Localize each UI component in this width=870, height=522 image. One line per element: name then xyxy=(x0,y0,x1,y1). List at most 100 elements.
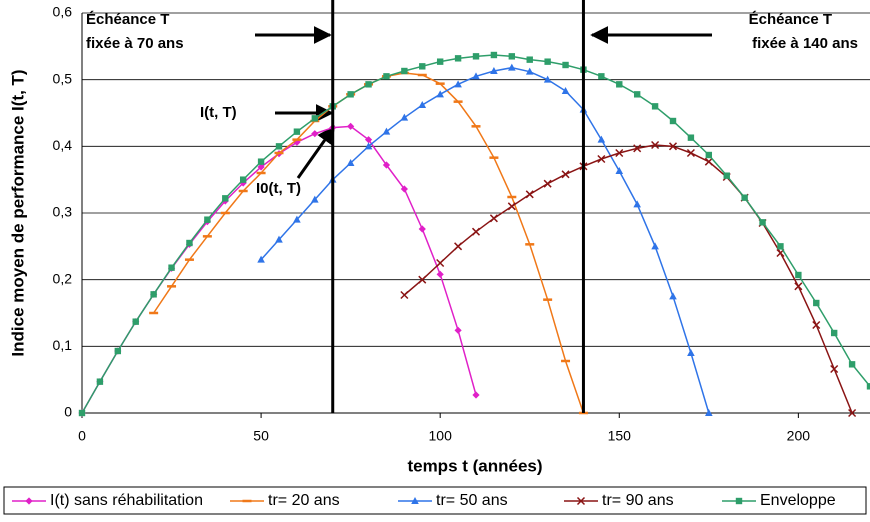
point xyxy=(598,73,605,80)
point xyxy=(222,195,229,202)
point xyxy=(275,235,283,243)
point xyxy=(150,291,157,298)
legend-marker xyxy=(576,496,586,506)
y-axis-label: Indice moyen de performance I(t, T) xyxy=(8,69,27,356)
point xyxy=(668,142,678,151)
point xyxy=(382,127,391,135)
x-tick-label: 100 xyxy=(429,428,453,444)
annotation: I0(t, T) xyxy=(256,180,301,197)
point xyxy=(687,134,695,141)
point xyxy=(615,148,624,158)
point xyxy=(615,167,624,174)
point xyxy=(454,242,463,251)
point xyxy=(597,135,606,143)
point xyxy=(795,271,802,279)
point xyxy=(507,202,516,211)
point xyxy=(186,239,193,247)
point xyxy=(311,195,319,203)
point xyxy=(669,292,677,300)
point xyxy=(293,215,301,223)
y-tick-label: 0,4 xyxy=(53,137,73,153)
point xyxy=(813,299,820,307)
point xyxy=(471,227,481,236)
point xyxy=(311,130,319,138)
point xyxy=(777,243,784,250)
point xyxy=(400,290,409,300)
legend-label: Enveloppe xyxy=(760,492,836,509)
point xyxy=(454,55,462,62)
x-tick-label: 0 xyxy=(78,428,86,444)
y-tick-label: 0,6 xyxy=(53,4,73,20)
point xyxy=(812,320,821,330)
x-axis-label: temps t (années) xyxy=(407,456,542,475)
annotation: Échéance T xyxy=(749,11,832,28)
point xyxy=(686,148,695,158)
point xyxy=(293,128,301,135)
point xyxy=(561,87,570,94)
y-tick-label: 0,5 xyxy=(53,70,73,86)
point xyxy=(830,364,839,374)
point xyxy=(651,242,659,250)
point xyxy=(436,58,444,65)
point xyxy=(544,58,551,65)
point xyxy=(633,144,642,153)
point xyxy=(525,67,534,75)
point xyxy=(848,408,857,418)
point xyxy=(346,159,355,166)
point xyxy=(705,151,713,159)
point xyxy=(526,56,533,63)
point xyxy=(597,154,606,164)
legend-marker xyxy=(411,497,419,504)
point xyxy=(400,185,408,193)
point xyxy=(759,219,766,226)
arrow xyxy=(296,125,336,179)
point xyxy=(543,75,552,83)
legend-label: tr= 90 ans xyxy=(602,492,674,509)
point xyxy=(651,103,659,110)
series-line xyxy=(403,144,853,414)
point xyxy=(490,51,498,59)
point xyxy=(508,63,516,71)
point xyxy=(418,275,427,284)
x-tick-label: 200 xyxy=(787,428,811,444)
annotation: fixée à 70 ans xyxy=(86,35,184,52)
point xyxy=(383,73,390,80)
point xyxy=(454,326,462,334)
legend-label: tr= 50 ans xyxy=(436,492,508,509)
point xyxy=(382,161,391,169)
point xyxy=(472,53,480,60)
series-line xyxy=(260,66,710,414)
point xyxy=(490,67,498,74)
x-tick-label: 50 xyxy=(253,428,269,444)
point xyxy=(257,255,265,263)
point xyxy=(364,142,373,150)
point xyxy=(364,136,373,144)
point xyxy=(418,225,426,233)
point xyxy=(114,347,122,355)
point xyxy=(78,409,86,417)
point xyxy=(204,216,211,223)
point xyxy=(633,200,641,208)
series-line xyxy=(81,125,477,414)
point xyxy=(275,143,283,150)
point xyxy=(419,63,426,70)
point xyxy=(293,138,301,146)
point xyxy=(365,81,372,88)
point xyxy=(96,378,104,385)
point xyxy=(705,409,713,416)
y-tick-label: 0,1 xyxy=(53,337,73,353)
legend-marker xyxy=(735,497,743,505)
y-tick-label: 0,3 xyxy=(53,204,73,220)
point xyxy=(794,282,803,291)
y-tick-label: 0 xyxy=(64,404,72,420)
point xyxy=(347,122,355,130)
point xyxy=(347,91,354,98)
point xyxy=(132,318,139,325)
point xyxy=(651,140,660,150)
point xyxy=(436,90,444,98)
legend-box xyxy=(3,486,867,515)
point xyxy=(723,172,730,179)
point xyxy=(472,391,480,399)
y-tick-label: 0,2 xyxy=(53,270,73,286)
